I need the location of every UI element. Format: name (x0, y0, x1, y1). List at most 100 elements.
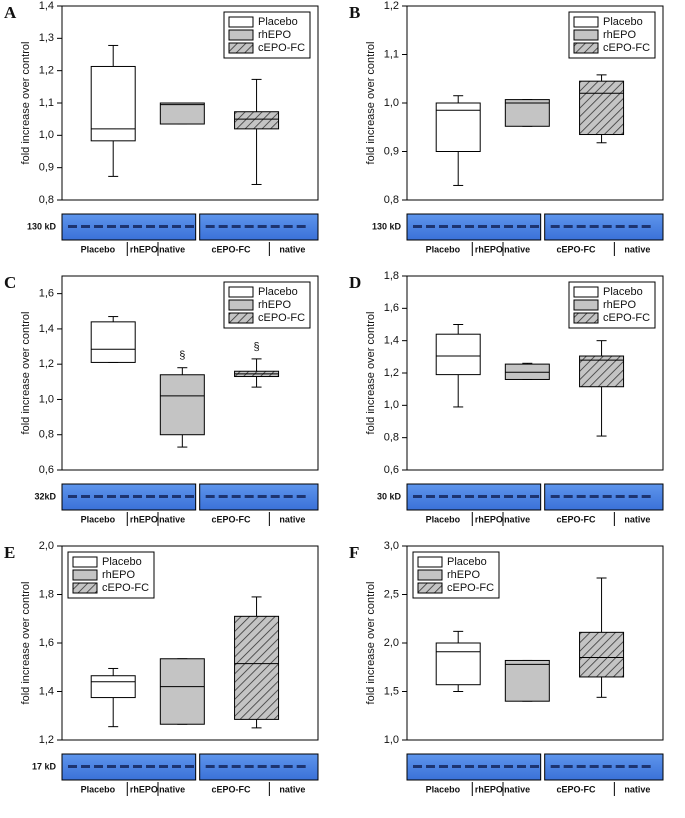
blot-band (231, 225, 241, 228)
blot-band (231, 765, 241, 768)
blot-band (465, 765, 474, 768)
blot-band (283, 495, 293, 498)
blot-band (563, 765, 573, 768)
legend-swatch (228, 286, 254, 298)
blot-label: native (624, 784, 650, 794)
blot-band (270, 225, 280, 228)
blot-label: rhEPO (130, 244, 158, 254)
box (234, 111, 280, 130)
blot-label: Placebo (426, 244, 461, 254)
y-axis-label: fold increase over control (365, 312, 377, 435)
legend-label: cEPO-FC (258, 42, 305, 54)
blot-band (172, 495, 181, 498)
blot-band (589, 495, 599, 498)
blot-band (159, 225, 168, 228)
y-tick-label: 1,0 (384, 734, 399, 746)
panel-letter: E (4, 543, 15, 562)
blot-band (94, 225, 103, 228)
y-tick-label: 1,0 (384, 97, 399, 109)
blot-band (504, 765, 513, 768)
blot-band (517, 765, 526, 768)
blot-band (452, 225, 461, 228)
legend-swatch (228, 299, 254, 311)
blot-band (244, 225, 254, 228)
blot-band (244, 765, 254, 768)
blot-band (68, 765, 77, 768)
legend-swatch (573, 42, 599, 54)
blot-band (452, 765, 461, 768)
blot-band (439, 225, 448, 228)
annotation: § (179, 350, 185, 362)
legend-swatch (72, 582, 98, 594)
legend-label: Placebo (603, 16, 643, 28)
box (579, 355, 625, 388)
box (234, 615, 280, 720)
y-tick-label: 1,3 (39, 32, 54, 44)
blot-band (205, 495, 215, 498)
blot-label: rhEPO (475, 514, 503, 524)
legend-swatch (573, 286, 599, 298)
blot-band (504, 495, 513, 498)
plot-frame (61, 275, 319, 471)
y-tick-label: 1,8 (39, 588, 54, 600)
y-axis-label: fold increase over control (20, 582, 32, 705)
blot-label: rhEPO (475, 784, 503, 794)
blot-band (602, 765, 612, 768)
legend-swatch (417, 556, 443, 568)
blot-label: native (504, 784, 530, 794)
blot-label: native (624, 244, 650, 254)
y-tick-label: 1,2 (39, 358, 54, 370)
blot-band (120, 225, 129, 228)
legend-swatch (573, 312, 599, 324)
legend-swatch (72, 556, 98, 568)
blot-label: native (279, 244, 305, 254)
blot-size-label: 130 kD (372, 221, 402, 231)
y-tick-label: 1,0 (39, 393, 54, 405)
blot-band (205, 765, 215, 768)
y-tick-label: 0,6 (384, 464, 399, 476)
blot-band (68, 225, 77, 228)
blot-band (517, 495, 526, 498)
legend-label: rhEPO (603, 299, 636, 311)
y-tick-label: 2,0 (384, 637, 399, 649)
box (90, 65, 136, 142)
legend-swatch (417, 582, 443, 594)
blot-band (550, 495, 560, 498)
blot-band (270, 495, 280, 498)
blot-band (615, 765, 625, 768)
blot-band (641, 765, 651, 768)
blot-band (641, 495, 651, 498)
legend-label: rhEPO (102, 569, 135, 581)
legend-label: rhEPO (258, 299, 291, 311)
legend-swatch (228, 42, 254, 54)
blot-band (133, 225, 142, 228)
blot-label: native (624, 514, 650, 524)
blot-band (172, 225, 181, 228)
legend-label: rhEPO (447, 569, 480, 581)
blot-band (218, 495, 228, 498)
box (504, 659, 550, 702)
box (435, 642, 481, 686)
blot-band (413, 765, 422, 768)
legend-label: Placebo (102, 556, 142, 568)
panel-letter: C (4, 273, 16, 292)
blot-band (218, 225, 228, 228)
panel-letter: A (4, 3, 17, 22)
y-axis-label: fold increase over control (20, 42, 32, 165)
y-tick-label: 1,0 (39, 129, 54, 141)
blot-band (218, 765, 228, 768)
blot-band (576, 765, 586, 768)
y-tick-label: 1,2 (39, 734, 54, 746)
blot-band (465, 225, 474, 228)
blot-band (94, 495, 103, 498)
y-tick-label: 1,4 (384, 335, 399, 347)
y-axis-label: fold increase over control (365, 582, 377, 705)
y-tick-label: 0,8 (384, 194, 399, 206)
blot-label: native (504, 244, 530, 254)
y-tick-label: 1,8 (384, 270, 399, 282)
legend-label: rhEPO (603, 29, 636, 41)
blot-band (231, 495, 241, 498)
box (579, 80, 625, 136)
legend-swatch (573, 299, 599, 311)
legend-label: cEPO-FC (603, 42, 650, 54)
